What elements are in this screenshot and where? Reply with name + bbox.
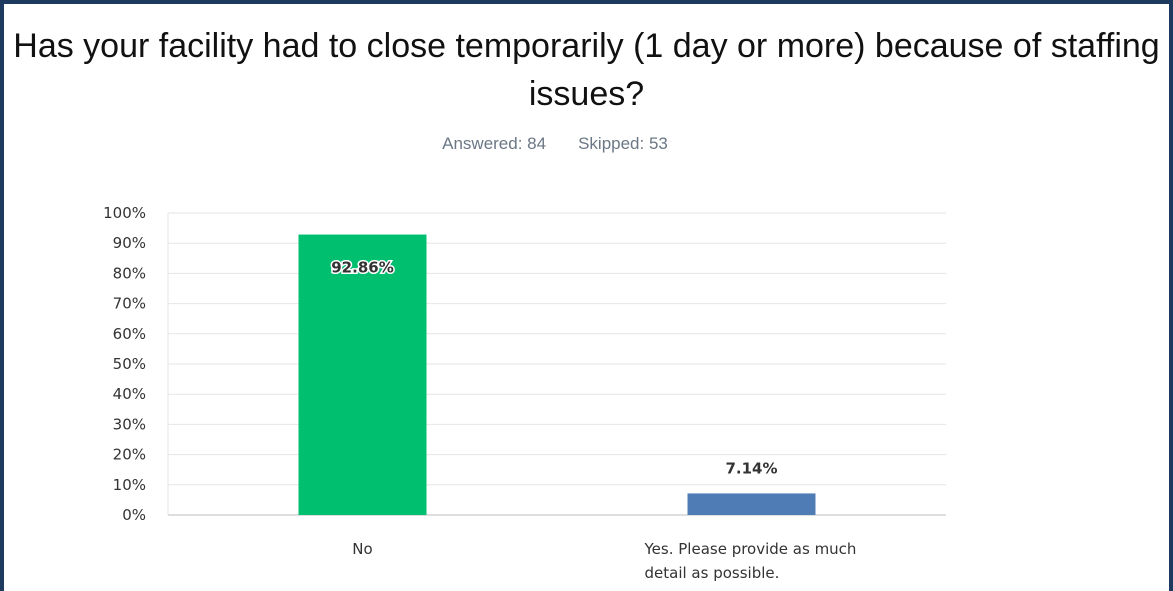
y-tick-label: 30% xyxy=(113,415,146,433)
y-tick-label: 50% xyxy=(113,355,146,373)
answered-count: Answered: 84 xyxy=(442,134,547,153)
y-tick-label: 60% xyxy=(113,325,146,343)
chart-title: Has your facility had to close temporari… xyxy=(13,27,1160,113)
y-tick-label: 80% xyxy=(113,264,146,282)
y-tick-label: 40% xyxy=(113,385,146,403)
y-tick-label: 100% xyxy=(103,204,146,222)
y-tick-label: 10% xyxy=(113,476,146,494)
category-label: Yes. Please provide as much xyxy=(644,540,857,558)
y-tick-label: 90% xyxy=(113,234,146,252)
y-tick-label: 70% xyxy=(113,295,146,313)
bar-value-label: 92.86% xyxy=(331,259,393,277)
response-stats: Answered: 84 Skipped: 53 xyxy=(0,134,1110,154)
category-label: No xyxy=(352,540,372,558)
y-tick-label: 0% xyxy=(122,506,146,524)
bar-0 xyxy=(298,234,427,515)
bar-1 xyxy=(687,493,816,515)
skipped-count: Skipped: 53 xyxy=(578,134,668,153)
y-tick-label: 20% xyxy=(113,446,146,464)
category-label: detail as possible. xyxy=(645,564,780,582)
bar-value-label: 7.14% xyxy=(725,459,777,477)
